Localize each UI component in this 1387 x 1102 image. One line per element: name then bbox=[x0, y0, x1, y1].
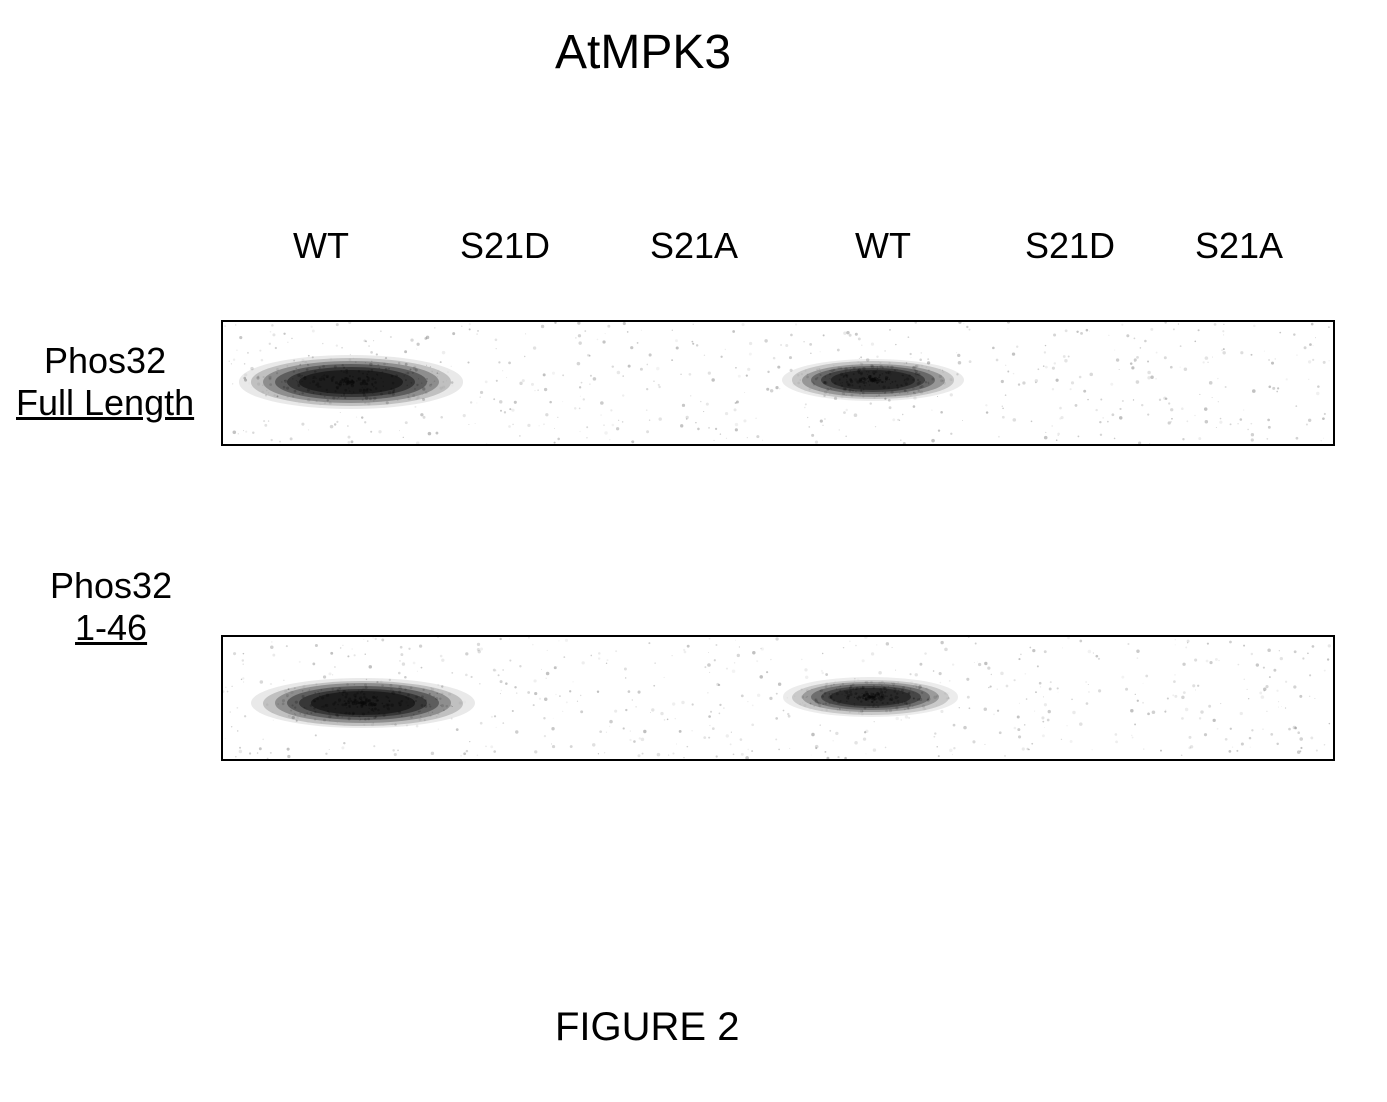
band-1-0-layer-4 bbox=[275, 683, 451, 723]
band-0-0-layer-6 bbox=[239, 355, 463, 408]
band-0-1-layer-3 bbox=[811, 366, 935, 395]
figure-caption: FIGURE 2 bbox=[555, 1005, 739, 1050]
row-label-line1: Phos32 bbox=[16, 340, 194, 382]
lane-label-4: S21D bbox=[1025, 225, 1115, 267]
row-label-1: Phos321-46 bbox=[50, 565, 172, 649]
row-label-0: Phos32Full Length bbox=[16, 340, 194, 424]
row-label-line2: 1-46 bbox=[50, 607, 172, 649]
gel-panel-1 bbox=[221, 635, 1335, 761]
band-0-0-layer-3 bbox=[275, 364, 427, 400]
band-1-1-layer-2 bbox=[821, 686, 921, 708]
band-0-1-layer-1 bbox=[831, 370, 916, 390]
band-0-1-layer-6 bbox=[782, 359, 964, 401]
lane-label-0: WT bbox=[293, 225, 349, 267]
band-grain bbox=[223, 637, 1333, 759]
band-1-1-layer-6 bbox=[783, 677, 958, 716]
band-0-0-layer-4 bbox=[263, 361, 439, 403]
gel-noise bbox=[223, 322, 1333, 444]
band-0-1-layer-4 bbox=[802, 364, 945, 397]
row-label-line1: Phos32 bbox=[50, 565, 172, 607]
gel-noise bbox=[223, 637, 1333, 759]
lane-label-1: S21D bbox=[460, 225, 550, 267]
band-1-0-layer-1 bbox=[311, 691, 415, 714]
band-1-0-layer-6 bbox=[251, 678, 475, 728]
gel-panel-0 bbox=[221, 320, 1335, 446]
band-grain bbox=[223, 322, 1333, 444]
band-1-0-layer-3 bbox=[287, 686, 439, 720]
band-0-0-layer-1 bbox=[299, 370, 403, 395]
lane-label-2: S21A bbox=[650, 225, 738, 267]
band-1-0-layer-5 bbox=[263, 681, 463, 726]
band-1-0-layer-2 bbox=[299, 689, 427, 718]
band-0-0-layer-5 bbox=[251, 358, 451, 406]
band-0-1-layer-2 bbox=[821, 368, 925, 392]
band-grain bbox=[223, 322, 1333, 444]
band-grain bbox=[223, 637, 1333, 759]
band-1-1-layer-5 bbox=[792, 680, 948, 715]
figure-title: AtMPK3 bbox=[555, 25, 731, 80]
lane-label-5: S21A bbox=[1195, 225, 1283, 267]
lane-label-3: WT bbox=[855, 225, 911, 267]
band-0-1-layer-5 bbox=[792, 361, 955, 399]
row-label-line2: Full Length bbox=[16, 382, 194, 424]
band-1-1-layer-3 bbox=[811, 684, 930, 711]
band-0-0-layer-2 bbox=[287, 367, 415, 397]
band-1-1-layer-1 bbox=[830, 688, 911, 706]
band-1-1-layer-4 bbox=[802, 682, 940, 713]
